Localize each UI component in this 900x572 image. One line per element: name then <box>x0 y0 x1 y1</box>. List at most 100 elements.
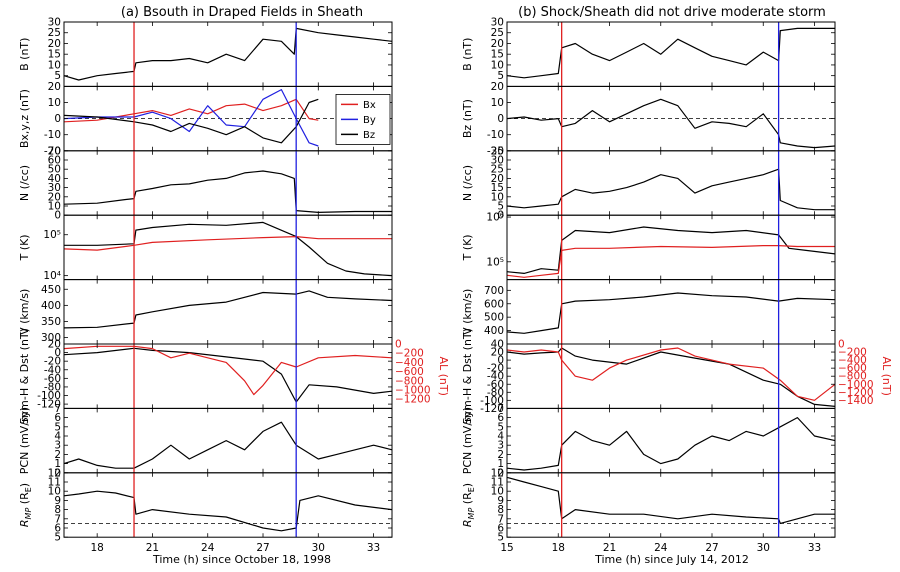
series-line-b <box>63 27 393 81</box>
series-line-n <box>506 168 835 211</box>
y-tick-label: 5 <box>54 70 61 82</box>
y-tick-label: 2 <box>54 449 61 461</box>
chart-title-b: (b) Shock/Sheath did not drive moderate … <box>518 5 826 20</box>
y2-axis-label: AL (nT) <box>437 356 450 395</box>
panel-b-1: -20 -10 0 10 20 Bz (nT) <box>461 81 836 157</box>
y-tick-label: 30 <box>48 182 61 194</box>
series-line-sym-h <box>506 347 836 407</box>
legend-label: Bz <box>363 130 375 141</box>
series-line-v <box>63 290 393 329</box>
series-line-bz <box>506 98 836 149</box>
y-tick-label: 6 <box>54 523 61 535</box>
y-axis-label: V (km/s) <box>461 289 474 335</box>
y-tick-label: 11 <box>48 477 61 489</box>
y-tick-label: 20 <box>491 347 504 359</box>
panel-frame <box>63 407 393 474</box>
panel-frame <box>63 279 393 345</box>
series-line-rmp <box>506 476 835 524</box>
y-tick-label: 0 <box>497 467 504 479</box>
y2-axis-label: AL (nT) <box>880 356 893 395</box>
panel-a-4: 300 350 400 450 V (km/s) <box>18 279 393 345</box>
y-tick-label: 10 <box>48 97 61 109</box>
y-tick-label: 15 <box>48 49 61 61</box>
y-tick-label: 20 <box>48 38 61 50</box>
y-tick-label: 15 <box>491 49 504 61</box>
y2-tick-label: −1200 <box>395 394 431 406</box>
y-tick-label: 5 <box>54 421 61 433</box>
y-axis-label: B (nT) <box>461 38 474 71</box>
y-tick-label: 20 <box>48 191 61 203</box>
y-tick-label: 1 <box>497 458 504 470</box>
series-line-al <box>506 347 836 401</box>
y-tick-label: 5 <box>497 201 504 213</box>
y-tick-label: 3 <box>54 440 61 452</box>
x-tick-label: 21 <box>146 542 159 554</box>
panel-frame <box>63 343 393 409</box>
y-tick-label: 7 <box>54 513 61 525</box>
y-tick-label: -120 <box>480 403 504 415</box>
y2-tick-label: −800 <box>395 375 424 387</box>
y-tick-label: 1 <box>54 458 61 470</box>
y-tick-label: 3 <box>497 440 504 452</box>
y-axis-label: Sym-H & Dst (nT) <box>461 328 474 424</box>
panel-a-1: -20 -10 0 10 20 Bx,y,z (nT) Bx By Bz <box>18 81 393 157</box>
y-tick-label: 7 <box>54 403 61 415</box>
y-tick-label: -20 <box>44 356 61 368</box>
legend: Bx By Bz <box>335 94 391 145</box>
x-axis-label-a: Time (h) since October 18, 1998 <box>152 553 331 566</box>
y-tick-label: 600 <box>484 298 504 310</box>
y-tick-label: 5 <box>54 532 61 544</box>
series-line-t <box>64 221 393 277</box>
legend-label: Bx <box>363 100 376 111</box>
y2-tick-label: −200 <box>838 347 867 359</box>
y2-tick-label: −1400 <box>838 395 874 407</box>
y-tick-label: 8 <box>497 504 504 516</box>
y2-tick-label: −1000 <box>838 379 874 391</box>
y-axis-label: Sym-H & Dst (nT) <box>18 328 31 424</box>
y-tick-label: -80 <box>487 387 504 399</box>
y-tick-label: 20 <box>491 81 504 93</box>
panel-frame <box>63 472 393 538</box>
y-tick-label: -40 <box>44 364 61 376</box>
series-line-rmp <box>63 490 393 532</box>
y-tick-label: 60 <box>48 155 61 167</box>
x-tick-label: 33 <box>808 542 821 554</box>
y-tick-label: 30 <box>491 17 504 29</box>
y-tick-label: 700 <box>484 285 504 297</box>
y-tick-label: 0 <box>497 113 504 125</box>
y-axis-label: T (K) <box>18 234 31 261</box>
y-tick-label: 20 <box>48 81 61 93</box>
series-line-b <box>506 27 835 79</box>
y-axis-label: B (nT) <box>18 38 31 71</box>
panel-a-5: -120-100-80-60-40-20020−1200−1000−800−60… <box>18 328 450 424</box>
y-tick-label: 25 <box>48 27 61 39</box>
y-tick-label: 9 <box>54 495 61 507</box>
x-tick-label: 30 <box>312 542 325 554</box>
y2-tick-label: −1000 <box>395 385 431 397</box>
panel-frame <box>506 279 836 345</box>
y-tick-label: 400 <box>484 325 504 337</box>
y-tick-label: 0 <box>54 113 61 125</box>
y-tick-label: 10⁵ <box>486 256 504 268</box>
y-tick-label: 20 <box>491 38 504 50</box>
y-tick-label: 40 <box>491 339 504 351</box>
y2-tick-label: −1200 <box>838 387 874 399</box>
y-tick-label: 0 <box>54 210 61 222</box>
y-tick-label: 6 <box>497 412 504 424</box>
x-tick-label: 24 <box>654 542 668 554</box>
panel-frame <box>506 21 836 87</box>
y2-tick-label: 0 <box>395 339 402 351</box>
y-tick-label: 7 <box>497 403 504 415</box>
x-tick-label: 27 <box>256 542 269 554</box>
y-axis-label: RMP (RE) <box>461 483 476 527</box>
y2-tick-label: −200 <box>395 348 424 360</box>
y-axis-label: V (km/s) <box>18 289 31 335</box>
series-line-by <box>63 89 319 147</box>
y-tick-label: 2 <box>497 449 504 461</box>
